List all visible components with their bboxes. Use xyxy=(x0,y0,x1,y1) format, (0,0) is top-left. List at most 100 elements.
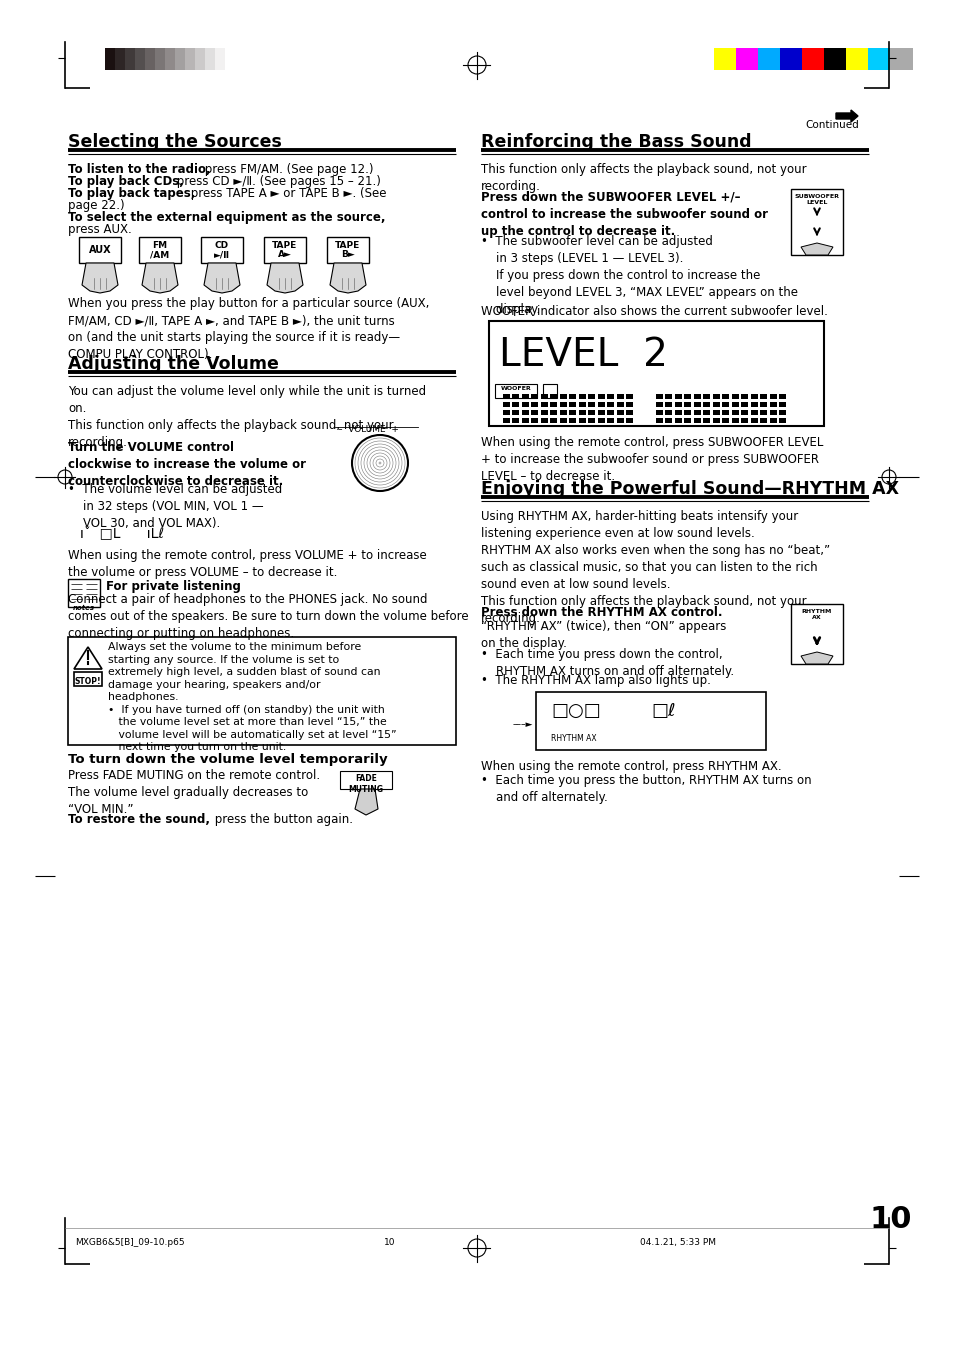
Text: Press down the SUBWOOFER LEVEL +/–
control to increase the subwoofer sound or
up: Press down the SUBWOOFER LEVEL +/– contr… xyxy=(480,191,767,238)
Text: RHYTHM AX: RHYTHM AX xyxy=(551,733,596,743)
Bar xyxy=(712,410,720,415)
Text: press AUX.: press AUX. xyxy=(68,223,132,235)
Bar xyxy=(550,394,557,399)
Bar xyxy=(867,47,890,70)
Text: To turn down the volume level temporarily: To turn down the volume level temporaril… xyxy=(68,754,387,766)
Bar xyxy=(559,418,566,423)
Text: A►: A► xyxy=(277,250,292,258)
Bar xyxy=(750,418,758,423)
Text: FADE
MUTING: FADE MUTING xyxy=(348,774,383,794)
Text: To restore the sound,: To restore the sound, xyxy=(68,813,210,825)
Bar xyxy=(205,47,215,70)
Bar xyxy=(626,394,633,399)
Bar xyxy=(588,418,595,423)
Bar xyxy=(598,410,604,415)
Bar xyxy=(559,402,566,407)
Bar xyxy=(502,410,510,415)
Bar xyxy=(665,394,672,399)
Text: notes: notes xyxy=(73,605,95,612)
Bar xyxy=(542,384,557,398)
Bar xyxy=(731,418,739,423)
Bar xyxy=(105,47,116,70)
Bar xyxy=(758,47,781,70)
Bar xyxy=(656,410,662,415)
Bar xyxy=(721,418,729,423)
Text: TAPE: TAPE xyxy=(335,241,360,250)
Text: Turn the VOLUME control
clockwise to increase the volume or
counterclockwise to : Turn the VOLUME control clockwise to inc… xyxy=(68,441,306,488)
Bar xyxy=(750,410,758,415)
Bar xyxy=(675,418,681,423)
Text: This function only affects the playback sound, not your
recording.: This function only affects the playback … xyxy=(480,162,806,193)
Bar xyxy=(607,418,614,423)
Bar xyxy=(740,394,748,399)
Bar xyxy=(225,47,235,70)
Bar xyxy=(489,321,823,426)
Bar xyxy=(540,394,547,399)
Bar xyxy=(731,410,739,415)
Bar xyxy=(521,394,529,399)
Bar xyxy=(769,418,776,423)
Text: For private listening: For private listening xyxy=(106,580,240,593)
Bar xyxy=(801,47,824,70)
Bar xyxy=(502,394,510,399)
Bar xyxy=(665,402,672,407)
Bar xyxy=(550,418,557,423)
Text: •  Each time you press down the control,
    RHYTHM AX turns on and off alternat: • Each time you press down the control, … xyxy=(480,648,734,678)
Bar xyxy=(569,418,576,423)
Text: □○□: □○□ xyxy=(551,702,600,720)
Bar xyxy=(598,418,604,423)
Bar xyxy=(531,394,537,399)
Bar xyxy=(559,410,566,415)
Text: press FM/AM. (See page 12.): press FM/AM. (See page 12.) xyxy=(201,162,374,176)
Text: To listen to the radio,: To listen to the radio, xyxy=(68,162,211,176)
Bar xyxy=(540,402,547,407)
Bar xyxy=(845,47,868,70)
Bar xyxy=(578,394,585,399)
Bar xyxy=(540,418,547,423)
Bar xyxy=(185,47,195,70)
Bar xyxy=(502,418,510,423)
Bar xyxy=(115,47,126,70)
Bar xyxy=(74,672,102,686)
Text: When using the remote control, press VOLUME + to increase
the volume or press VO: When using the remote control, press VOL… xyxy=(68,549,426,579)
Bar xyxy=(790,603,842,664)
Bar xyxy=(823,47,846,70)
Polygon shape xyxy=(74,647,102,668)
Bar xyxy=(769,410,776,415)
Bar xyxy=(327,237,369,262)
Text: press CD ►/Ⅱ. (See pages 15 – 21.): press CD ►/Ⅱ. (See pages 15 – 21.) xyxy=(172,175,380,188)
Text: press the button again.: press the button again. xyxy=(211,813,353,825)
Text: You can adjust the volume level only while the unit is turned
on.
This function : You can adjust the volume level only whi… xyxy=(68,386,426,449)
Bar xyxy=(531,410,537,415)
Bar xyxy=(559,394,566,399)
Text: B►: B► xyxy=(341,250,355,258)
Text: Reinforcing the Bass Sound: Reinforcing the Bass Sound xyxy=(480,133,751,152)
Bar xyxy=(531,402,537,407)
Bar xyxy=(626,402,633,407)
Text: Connect a pair of headphones to the PHONES jack. No sound
comes out of the speak: Connect a pair of headphones to the PHON… xyxy=(68,593,468,640)
Text: To play back CDs,: To play back CDs, xyxy=(68,175,184,188)
Bar xyxy=(665,410,672,415)
Bar xyxy=(512,410,519,415)
Text: FM: FM xyxy=(152,241,168,250)
Bar xyxy=(512,402,519,407)
Text: MXGB6&5[B]_09-10.p65: MXGB6&5[B]_09-10.p65 xyxy=(75,1238,185,1247)
Bar xyxy=(165,47,175,70)
Text: CD: CD xyxy=(214,241,229,250)
Bar xyxy=(760,410,767,415)
Bar xyxy=(68,637,456,746)
Bar xyxy=(656,394,662,399)
Text: –––►: –––► xyxy=(513,720,533,729)
Bar xyxy=(712,418,720,423)
Text: □ℓ: □ℓ xyxy=(650,702,675,720)
Polygon shape xyxy=(801,652,832,664)
Bar xyxy=(790,189,842,254)
Bar xyxy=(521,410,529,415)
Text: Continued: Continued xyxy=(804,120,858,130)
Text: Using RHYTHM AX, harder-hitting beats intensify your
listening experience even a: Using RHYTHM AX, harder-hitting beats in… xyxy=(480,510,829,625)
Bar xyxy=(145,47,156,70)
Bar xyxy=(702,410,710,415)
Bar xyxy=(79,237,121,262)
Bar xyxy=(656,402,662,407)
Bar xyxy=(721,410,729,415)
